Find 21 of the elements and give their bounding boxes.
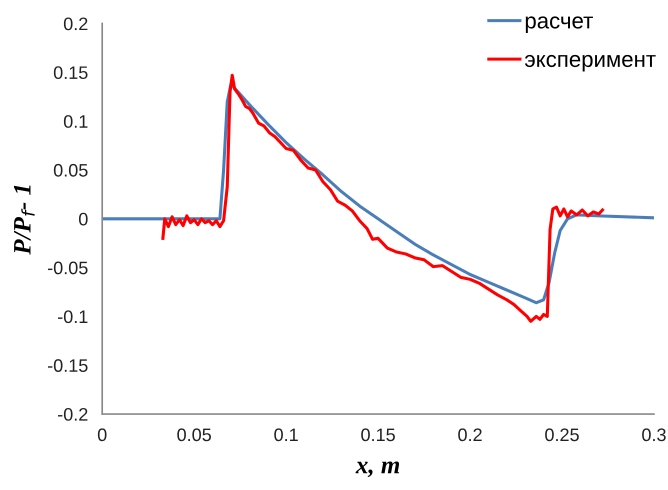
legend-label: расчет <box>526 16 593 33</box>
y-tick-label: -0.05 <box>48 262 88 274</box>
y-tick-label: 0.1 <box>64 115 88 128</box>
y-tick-label: -0.15 <box>48 359 88 372</box>
x-tick-label: 0 <box>98 428 107 442</box>
x-tick-label: 0.25 <box>545 428 579 442</box>
x-tick-label: 0.1 <box>274 428 298 442</box>
line-series <box>161 74 604 323</box>
y-axis-title: P/P$_{f}$- 1 <box>14 186 35 255</box>
x-tick-label: 0.05 <box>177 428 211 442</box>
y-tick-label: -0.1 <box>58 310 88 324</box>
x-axis-title: x, m <box>356 461 400 478</box>
x-tick-label: 0.2 <box>458 428 482 442</box>
legend-label: эксперимент <box>524 54 656 72</box>
y-tick-label: 0.15 <box>54 66 88 80</box>
x-tick-label: 0.15 <box>361 428 395 442</box>
y-tick-label: 0.05 <box>54 164 88 177</box>
y-tick-label: -0.2 <box>58 408 88 421</box>
x-tick-label: 0.3 <box>642 428 666 442</box>
y-tick-label: 0 <box>78 212 88 226</box>
y-tick-label: 0.2 <box>64 17 88 30</box>
